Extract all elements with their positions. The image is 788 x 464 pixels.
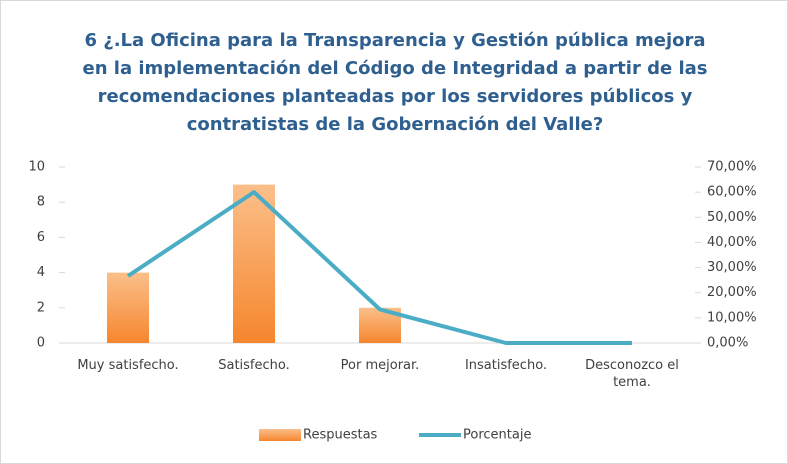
legend-swatch: [259, 429, 301, 441]
chart-title: 6 ¿.La Oficina para la Transparencia y G…: [82, 30, 708, 135]
y2-tick-label: 40,00%: [707, 235, 757, 250]
y2-tick-label: 10,00%: [707, 310, 757, 325]
y2-tick-label: 0,00%: [707, 336, 748, 351]
y-tick-label: 6: [37, 230, 45, 245]
bar: [107, 272, 149, 343]
x-tick-label-box: Insatisfecho.: [464, 358, 548, 373]
bar: [233, 184, 275, 343]
y-tick-label: 10: [28, 160, 45, 175]
y-tick-label: 0: [37, 336, 45, 351]
legend-label: Porcentaje: [463, 428, 531, 443]
legend-label: Respuestas: [303, 428, 378, 443]
x-tick-label-box: Desconozco el tema.: [585, 358, 679, 390]
y-tick-label: 2: [37, 300, 45, 315]
y2-tick-label: 30,00%: [707, 260, 757, 275]
x-tick-label-box: Satisfecho.: [218, 358, 290, 373]
x-tick-label: Satisfecho.: [218, 358, 290, 373]
x-tick-label-box: Por mejorar.: [340, 358, 420, 373]
y-tick-label: 4: [37, 265, 45, 280]
y2-tick-label: 70,00%: [707, 160, 757, 175]
y-tick-label: 8: [37, 195, 45, 210]
y2-tick-label: 20,00%: [707, 285, 757, 300]
y2-tick-label: 60,00%: [707, 185, 757, 200]
x-tick-label-box: Muy satisfecho.: [77, 358, 179, 373]
line: [126, 190, 632, 345]
x-tick-label: Insatisfecho.: [464, 358, 548, 373]
x-tick-label: Muy satisfecho.: [77, 358, 179, 373]
x-tick-label: Por mejorar.: [340, 358, 420, 373]
x-tick-label: Desconozco el tema.: [585, 358, 679, 390]
y2-tick-label: 50,00%: [707, 210, 757, 225]
